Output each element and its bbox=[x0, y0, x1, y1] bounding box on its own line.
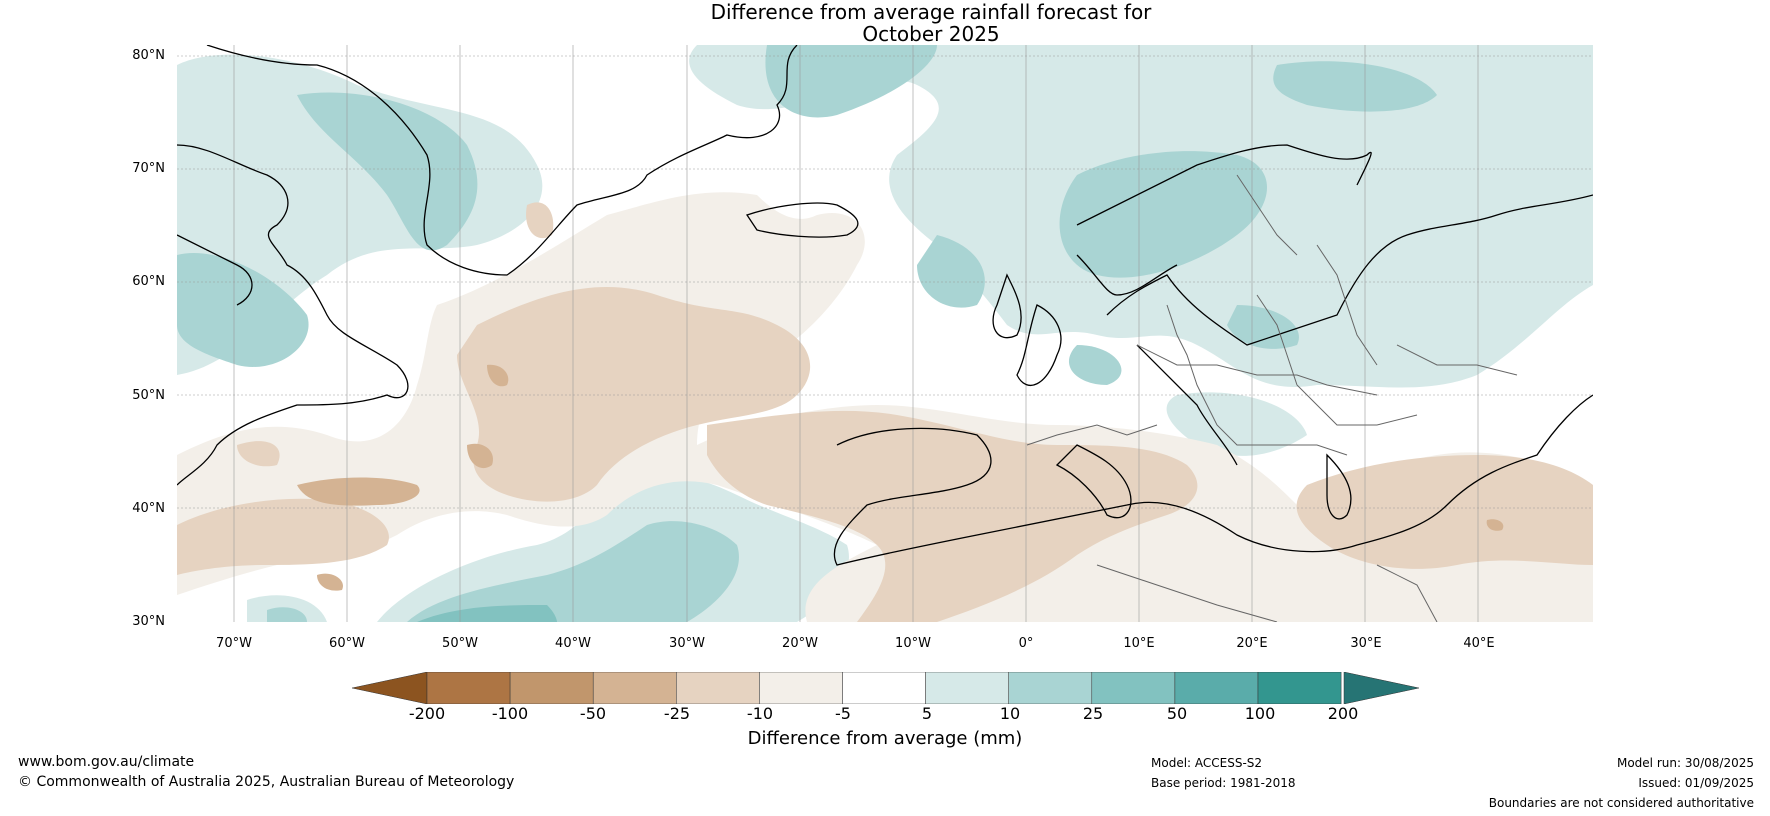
colorbar-segment bbox=[509, 672, 594, 704]
colorbar-segment bbox=[1174, 672, 1259, 704]
colorbar-segment bbox=[925, 672, 1009, 704]
lat-label-60n: 60°N bbox=[132, 274, 165, 289]
website-text: www.bom.gov.au/climate bbox=[18, 754, 195, 770]
colorbar-segment bbox=[759, 672, 843, 704]
lon-label-10w: 10°W bbox=[895, 636, 931, 651]
colorbar-tick-neg5: -5 bbox=[835, 704, 851, 723]
lon-label-40e: 40°E bbox=[1463, 636, 1495, 651]
base-period-text: Base period: 1981-2018 bbox=[1151, 776, 1296, 790]
wetter-areas bbox=[177, 45, 1593, 622]
colorbar-under-arrow bbox=[352, 672, 428, 704]
colorbar-tick-50: 50 bbox=[1166, 704, 1188, 723]
colorbar-segment bbox=[1091, 672, 1176, 704]
map-canvas bbox=[177, 45, 1593, 622]
lon-label-20e: 20°E bbox=[1236, 636, 1268, 651]
disclaimer-text: Boundaries are not considered authoritat… bbox=[1488, 796, 1754, 810]
colorbar-tick-10: 10 bbox=[999, 704, 1021, 723]
lat-label-70n: 70°N bbox=[132, 161, 165, 176]
lat-label-80n: 80°N bbox=[132, 48, 165, 63]
issued-text: Issued: 01/09/2025 bbox=[1638, 776, 1754, 790]
colorbar-segment bbox=[676, 672, 760, 704]
colorbar bbox=[352, 672, 1420, 704]
lon-label-30e: 30°E bbox=[1350, 636, 1382, 651]
lon-label-50w: 50°W bbox=[442, 636, 478, 651]
colorbar-segment bbox=[1257, 672, 1342, 704]
colorbar-tick-neg200: -200 bbox=[408, 704, 446, 723]
lon-label-70w: 70°W bbox=[216, 636, 252, 651]
colorbar-tick-neg50: -50 bbox=[579, 704, 607, 723]
model-text: Model: ACCESS-S2 bbox=[1151, 756, 1263, 770]
lon-label-60w: 60°W bbox=[329, 636, 365, 651]
colorbar-over-arrow bbox=[1343, 672, 1420, 704]
title-line-1: Difference from average rainfall forecas… bbox=[710, 0, 1152, 24]
lon-label-40w: 40°W bbox=[555, 636, 591, 651]
lat-label-50n: 50°N bbox=[132, 388, 165, 403]
colorbar-tick-neg100: -100 bbox=[491, 704, 529, 723]
colorbar-segments bbox=[426, 672, 1342, 704]
colorbar-segment bbox=[1008, 672, 1093, 704]
lon-label-30w: 30°W bbox=[669, 636, 705, 651]
lat-label-40n: 40°N bbox=[132, 501, 165, 516]
model-run-text: Model run: 30/08/2025 bbox=[1616, 756, 1754, 770]
lat-label-30n: 30°N bbox=[132, 614, 165, 629]
colorbar-tick-5: 5 bbox=[921, 704, 933, 723]
colorbar-segment bbox=[842, 672, 926, 704]
title-line-2: October 2025 bbox=[862, 22, 1000, 46]
colorbar-segment bbox=[592, 672, 677, 704]
lon-label-0: 0° bbox=[1018, 636, 1034, 651]
coastlines bbox=[177, 45, 1593, 566]
lon-label-20w: 20°W bbox=[782, 636, 818, 651]
drier-areas bbox=[177, 192, 1593, 622]
colorbar-tick-200: 200 bbox=[1327, 704, 1359, 723]
colorbar-tick-neg25: -25 bbox=[663, 704, 691, 723]
colorbar-tick-neg10: -10 bbox=[746, 704, 774, 723]
colorbar-segment bbox=[426, 672, 511, 704]
graticule bbox=[177, 45, 1593, 622]
rainfall-map bbox=[177, 45, 1593, 622]
lon-label-10e: 10°E bbox=[1123, 636, 1155, 651]
country-borders bbox=[1026, 174, 1518, 622]
copyright-text: © Commonwealth of Australia 2025, Austra… bbox=[18, 774, 515, 790]
colorbar-label: Difference from average (mm) bbox=[747, 728, 1023, 749]
colorbar-tick-25: 25 bbox=[1082, 704, 1104, 723]
colorbar-tick-100: 100 bbox=[1244, 704, 1276, 723]
